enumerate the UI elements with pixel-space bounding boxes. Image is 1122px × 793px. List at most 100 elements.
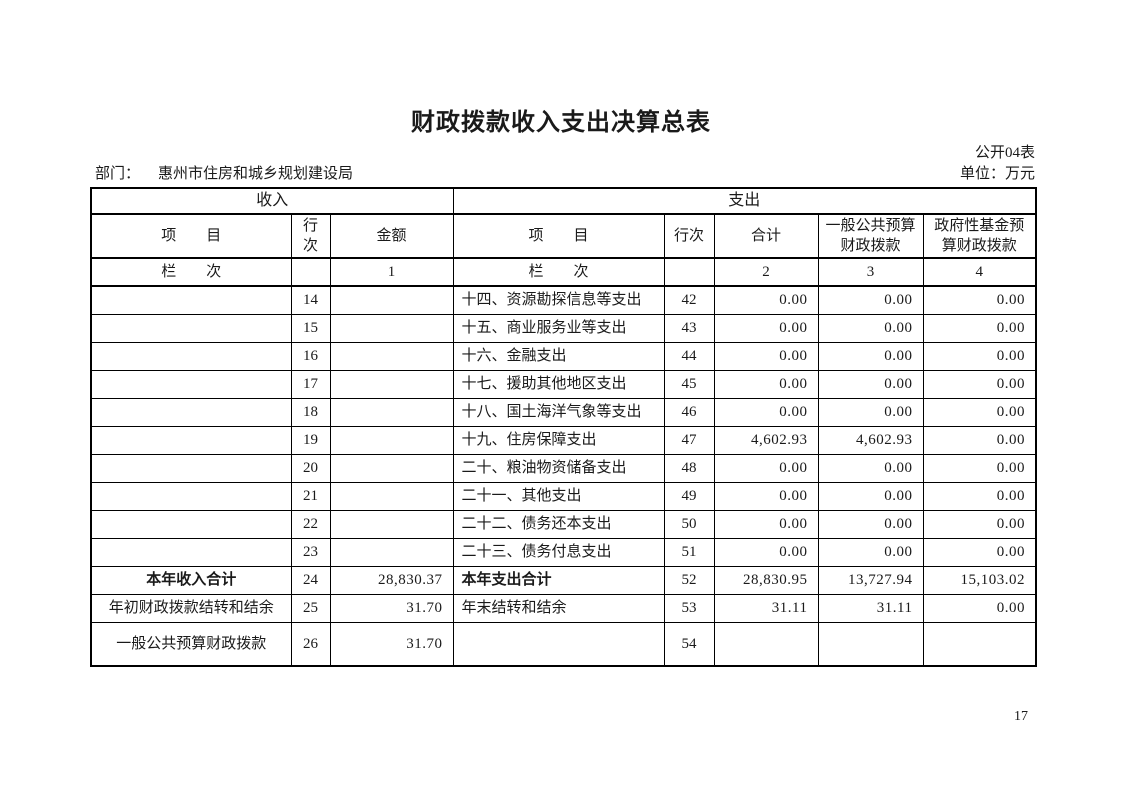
expense-total-header: 合计 bbox=[713, 213, 819, 260]
fiscal-summary-table: 收入 支出 项 目 行次 金额 项 目 行次 合计 一般公共预算财政拨款 政府性… bbox=[90, 187, 1038, 668]
expense-total-cell: 0.00 bbox=[713, 453, 819, 483]
income-item-cell bbox=[90, 537, 292, 567]
income-item-cell: 本年收入合计 bbox=[90, 565, 292, 595]
column-index-row: 栏 次 1 栏 次 2 3 4 bbox=[90, 257, 1037, 288]
table-code-label: 公开04表 bbox=[974, 145, 1035, 161]
income-amount-cell bbox=[329, 313, 454, 343]
income-amount-cell bbox=[329, 453, 454, 483]
income-rownum-header: 行次 bbox=[290, 213, 331, 260]
income-rownum-cell: 22 bbox=[290, 509, 331, 539]
department-line: 部门： 惠州市住房和城乡规划建设局 bbox=[95, 162, 353, 183]
income-amount-cell bbox=[329, 537, 454, 567]
expense-general-budget-cell: 0.00 bbox=[817, 313, 924, 343]
expense-item-cell bbox=[452, 621, 665, 667]
expense-total-cell: 0.00 bbox=[713, 481, 819, 511]
table-row: 14 十四、资源勘探信息等支出 42 0.00 0.00 0.00 bbox=[90, 285, 1037, 315]
income-rownum-cell: 18 bbox=[290, 397, 331, 427]
expense-rownum-cell: 43 bbox=[663, 313, 715, 343]
income-item-cell: 年初财政拨款结转和结余 bbox=[90, 593, 292, 623]
income-amount-cell bbox=[329, 369, 454, 399]
expense-item-cell: 年末结转和结余 bbox=[452, 593, 665, 623]
expense-general-budget-cell: 0.00 bbox=[817, 509, 924, 539]
income-rownum-cell: 16 bbox=[290, 341, 331, 371]
table-row: 16 十六、金融支出 44 0.00 0.00 0.00 bbox=[90, 341, 1037, 371]
unit-label: 单位：万元 bbox=[959, 166, 1035, 182]
expense-govfund-budget-cell: 0.00 bbox=[922, 313, 1037, 343]
expense-total-cell: 0.00 bbox=[713, 397, 819, 427]
income-item-cell bbox=[90, 509, 292, 539]
expense-item-cell: 十八、国土海洋气象等支出 bbox=[452, 397, 665, 427]
expense-section-header: 支出 bbox=[452, 187, 1037, 215]
expense-total-cell: 0.00 bbox=[713, 313, 819, 343]
income-amount-header: 金额 bbox=[329, 213, 454, 260]
income-item-cell bbox=[90, 313, 292, 343]
expense-govfund-budget-cell: 0.00 bbox=[922, 593, 1037, 623]
expense-item-cell: 本年支出合计 bbox=[452, 565, 665, 595]
income-item-cell bbox=[90, 285, 292, 315]
expense-rownum-cell: 42 bbox=[663, 285, 715, 315]
expense-govfund-budget-cell: 0.00 bbox=[922, 453, 1037, 483]
income-rownum-cell: 26 bbox=[290, 621, 331, 667]
expense-item-cell: 十五、商业服务业等支出 bbox=[452, 313, 665, 343]
table-row: 17 十七、援助其他地区支出 45 0.00 0.00 0.00 bbox=[90, 369, 1037, 399]
expense-rownum-cell: 45 bbox=[663, 369, 715, 399]
table-row: 22 二十二、债务还本支出 50 0.00 0.00 0.00 bbox=[90, 509, 1037, 539]
expense-general-budget-cell: 4,602.93 bbox=[817, 425, 924, 455]
income-amount-cell bbox=[329, 285, 454, 315]
income-amount-cell bbox=[329, 509, 454, 539]
table-row: 21 二十一、其他支出 49 0.00 0.00 0.00 bbox=[90, 481, 1037, 511]
expense-rownum-cell: 51 bbox=[663, 537, 715, 567]
expense-total-cell bbox=[713, 621, 819, 667]
expense-govfund-budget-cell bbox=[922, 621, 1037, 667]
income-item-cell bbox=[90, 425, 292, 455]
income-amount-cell bbox=[329, 425, 454, 455]
expense-govfund-budget-cell: 0.00 bbox=[922, 509, 1037, 539]
page-title: 财政拨款收入支出决算总表 bbox=[411, 110, 711, 136]
expense-total-cell: 0.00 bbox=[713, 341, 819, 371]
income-rownum-cell: 17 bbox=[290, 369, 331, 399]
expense-item-cell: 十四、资源勘探信息等支出 bbox=[452, 285, 665, 315]
income-rownum-cell: 15 bbox=[290, 313, 331, 343]
expense-rownum-cell: 50 bbox=[663, 509, 715, 539]
expense-general-budget-cell: 13,727.94 bbox=[817, 565, 924, 595]
expense-rownum-cell: 48 bbox=[663, 453, 715, 483]
expense-govfund-budget-header: 政府性基金预算财政拨款 bbox=[922, 213, 1037, 260]
expense-total-cell: 4,602.93 bbox=[713, 425, 819, 455]
expense-rownum-cell: 44 bbox=[663, 341, 715, 371]
income-rownum-cell: 19 bbox=[290, 425, 331, 455]
expense-general-budget-cell: 0.00 bbox=[817, 341, 924, 371]
income-item-cell bbox=[90, 481, 292, 511]
expense-total-index: 2 bbox=[713, 257, 819, 288]
expense-fund-index: 4 bbox=[922, 257, 1037, 288]
income-item-cell bbox=[90, 397, 292, 427]
expense-general-index: 3 bbox=[817, 257, 924, 288]
expense-item-header: 项 目 bbox=[452, 213, 665, 260]
income-amount-cell bbox=[329, 481, 454, 511]
table-row: 20 二十、粮油物资储备支出 48 0.00 0.00 0.00 bbox=[90, 453, 1037, 483]
income-item-cell bbox=[90, 341, 292, 371]
table-row: 19 十九、住房保障支出 47 4,602.93 4,602.93 0.00 bbox=[90, 425, 1037, 455]
income-item-cell bbox=[90, 369, 292, 399]
department-label: 部门： bbox=[95, 166, 141, 182]
income-rownum-cell: 20 bbox=[290, 453, 331, 483]
expense-govfund-budget-cell: 15,103.02 bbox=[922, 565, 1037, 595]
income-section-header: 收入 bbox=[90, 187, 454, 215]
table-row: 一般公共预算财政拨款 26 31.70 54 bbox=[90, 621, 1037, 667]
expense-general-budget-cell: 0.00 bbox=[817, 369, 924, 399]
expense-rownum-cell: 54 bbox=[663, 621, 715, 667]
income-lanci-rownum bbox=[290, 257, 331, 288]
income-rownum-cell: 23 bbox=[290, 537, 331, 567]
income-item-cell: 一般公共预算财政拨款 bbox=[90, 621, 292, 667]
income-lanci-label: 栏 次 bbox=[90, 257, 292, 288]
expense-total-cell: 31.11 bbox=[713, 593, 819, 623]
expense-total-cell: 0.00 bbox=[713, 509, 819, 539]
table-row: 15 十五、商业服务业等支出 43 0.00 0.00 0.00 bbox=[90, 313, 1037, 343]
expense-govfund-budget-cell: 0.00 bbox=[922, 481, 1037, 511]
expense-general-budget-header: 一般公共预算财政拨款 bbox=[817, 213, 924, 260]
income-item-header: 项 目 bbox=[90, 213, 292, 260]
column-header-row: 项 目 行次 金额 项 目 行次 合计 一般公共预算财政拨款 政府性基金预算财政… bbox=[90, 213, 1037, 260]
income-amount-index: 1 bbox=[329, 257, 454, 288]
expense-general-budget-cell bbox=[817, 621, 924, 667]
page-number: 17 bbox=[1014, 709, 1028, 724]
